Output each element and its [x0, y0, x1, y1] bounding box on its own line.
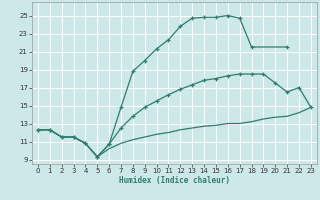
X-axis label: Humidex (Indice chaleur): Humidex (Indice chaleur)	[119, 176, 230, 185]
